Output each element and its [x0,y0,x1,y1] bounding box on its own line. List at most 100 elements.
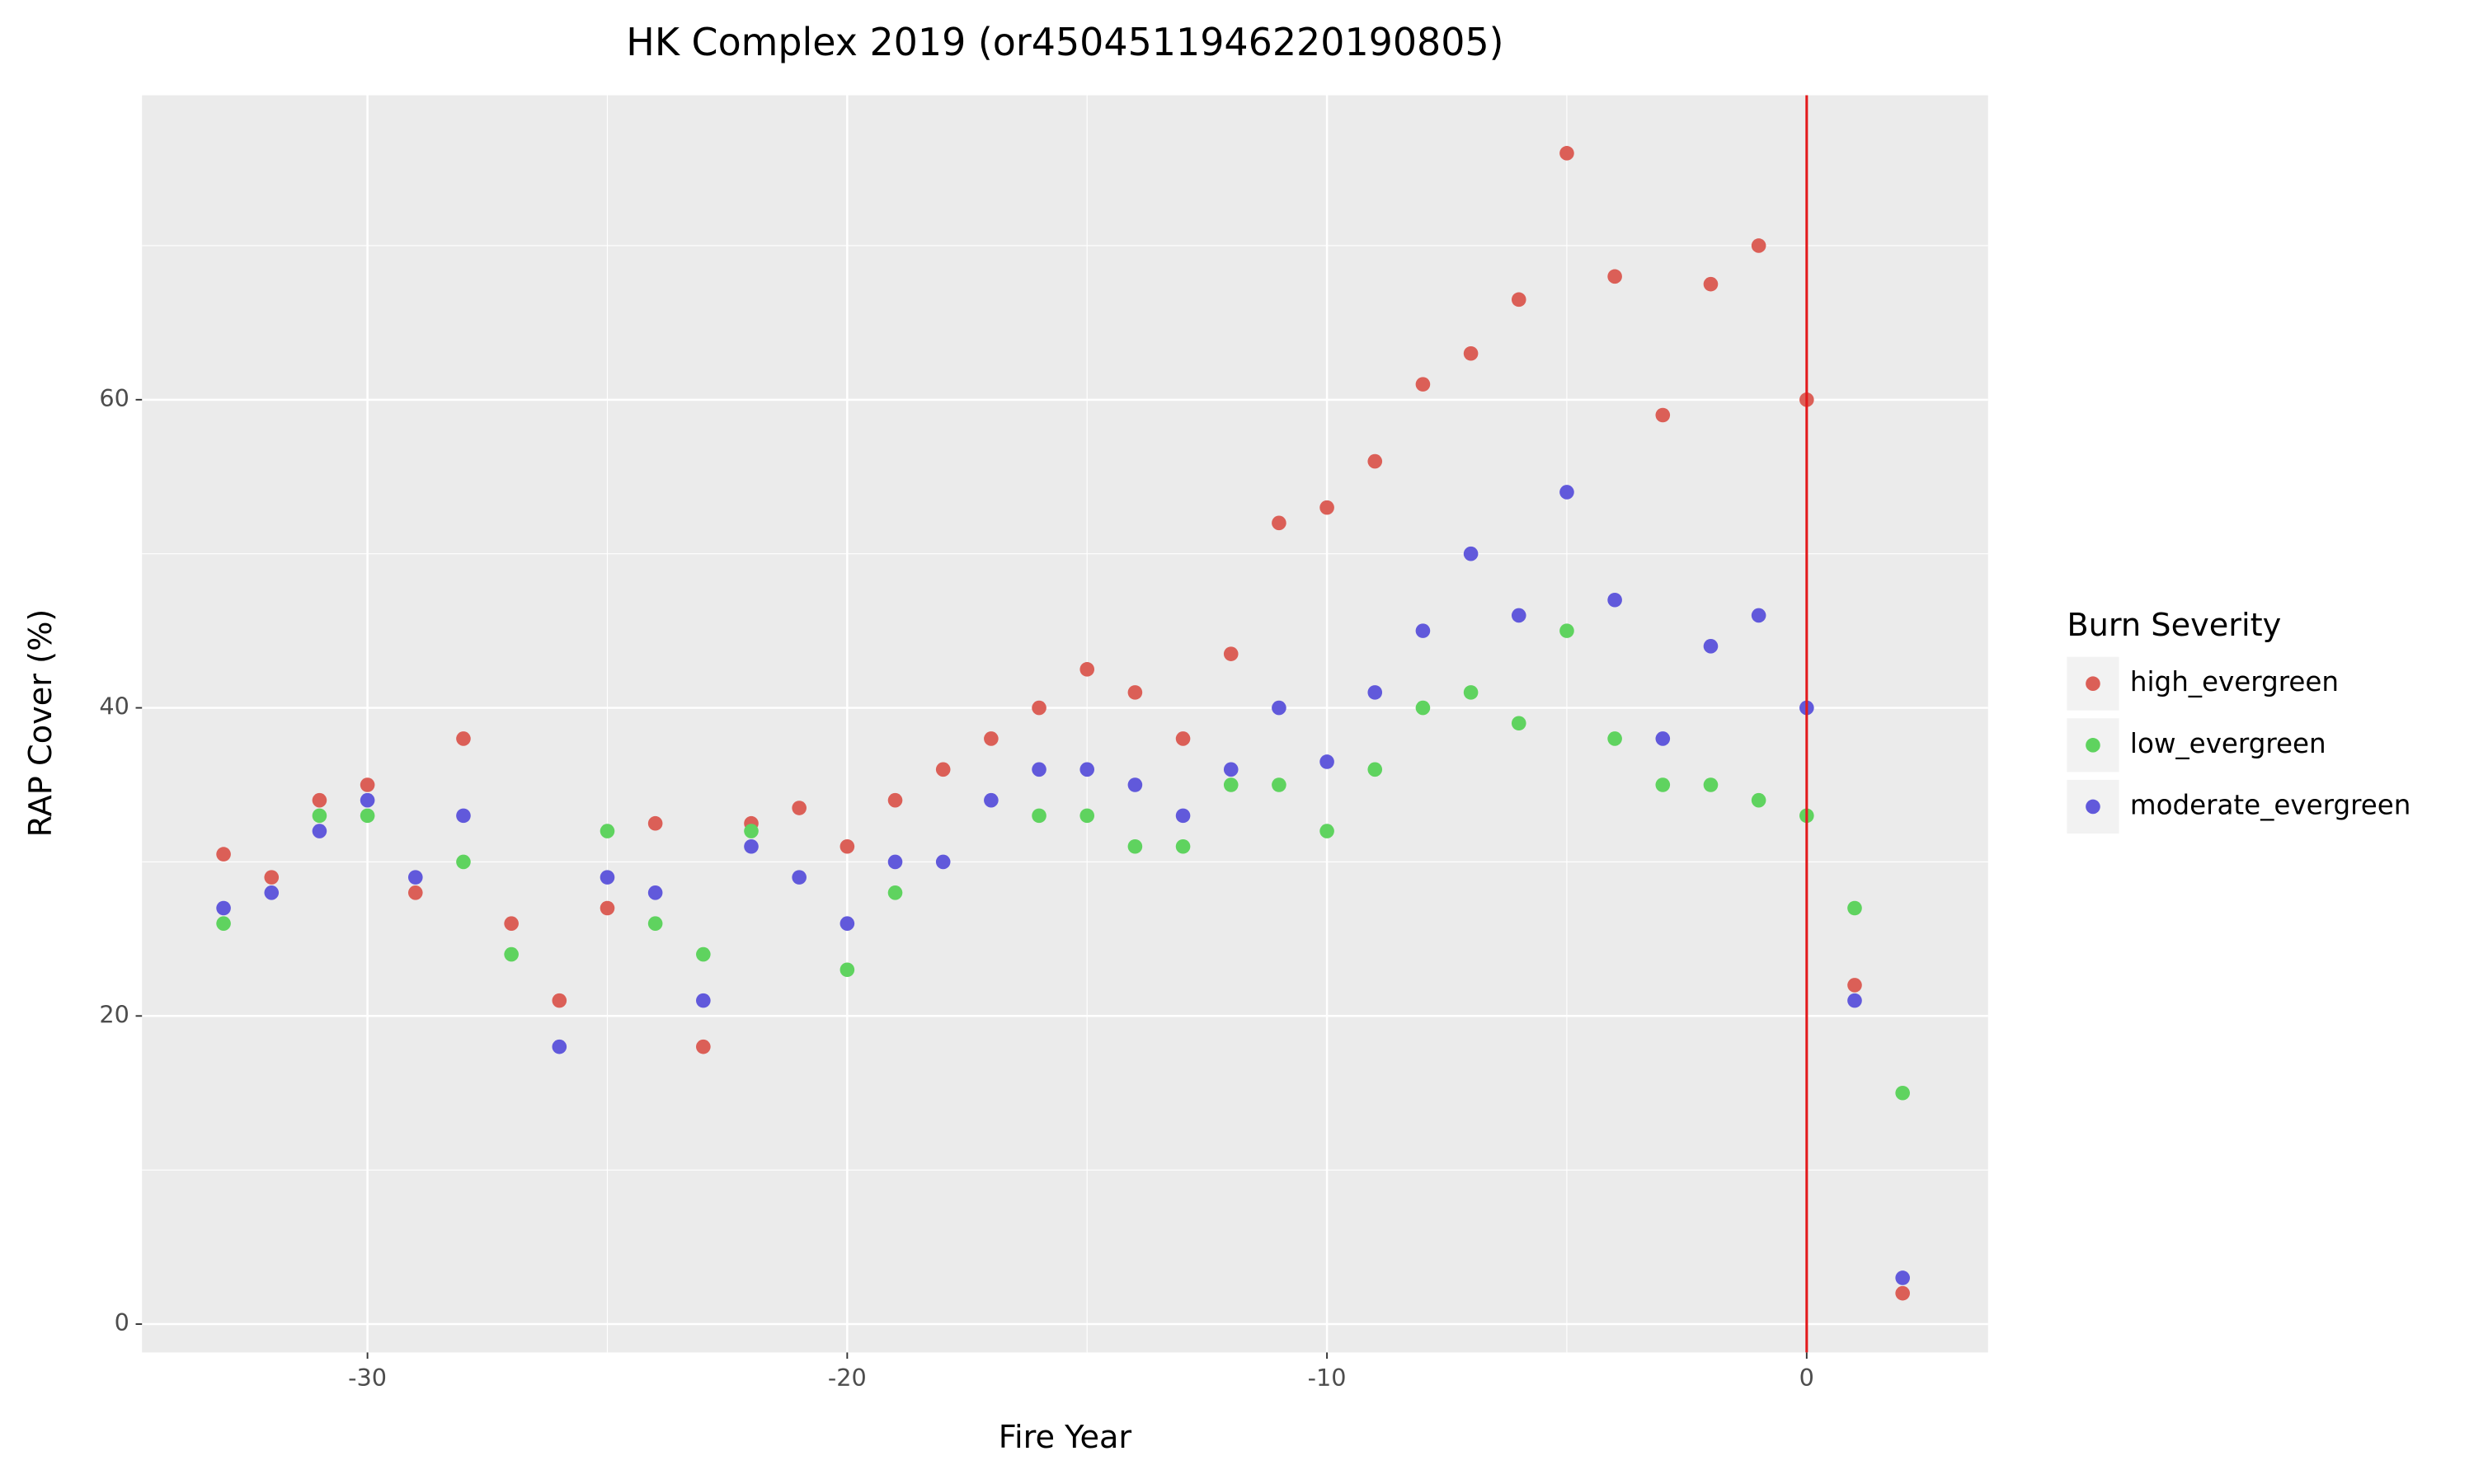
point [792,870,807,885]
point [1511,292,1526,308]
point [1127,777,1143,792]
legend-marker [2086,799,2100,815]
point [1272,777,1286,792]
point [984,731,999,746]
point [1463,546,1479,561]
point [504,946,519,962]
point [1032,700,1047,716]
point [696,1039,711,1054]
point [216,900,231,916]
point [696,946,711,962]
y-tick-label: 0 [115,1308,129,1336]
point [744,824,759,838]
point [1703,639,1719,654]
point [1175,838,1191,854]
point [744,838,759,854]
point [887,854,903,870]
point [407,885,423,900]
point [1079,762,1095,777]
point [1895,1270,1910,1285]
point [1511,608,1526,623]
legend-marker [2086,676,2100,692]
point [456,731,471,746]
point [1607,731,1622,746]
point [456,854,471,870]
point [312,824,327,838]
point [407,870,423,885]
point [1895,1085,1910,1101]
x-axis-label: Fire Year [999,1419,1132,1456]
legend-marker [2086,738,2100,753]
point [840,962,855,978]
point [360,792,375,808]
point [1751,238,1766,253]
point [1751,608,1766,623]
point [1127,838,1143,854]
point [1847,900,1862,916]
point [312,808,327,824]
legend: high_evergreen low_evergreen moderate_ever… [2067,656,2411,834]
point [1272,515,1286,531]
point [1655,777,1671,792]
point [552,993,567,1008]
point [1319,824,1334,838]
point [1559,623,1574,638]
point [1895,1285,1910,1301]
point [216,847,231,862]
point [1511,716,1526,731]
point [1559,146,1574,161]
point [647,916,663,931]
point [312,792,327,808]
point [1703,276,1719,292]
point [935,762,951,777]
point [984,792,999,808]
point [1751,792,1766,808]
point [1223,777,1239,792]
point [552,1039,567,1054]
point [1415,700,1431,716]
point [1319,754,1334,769]
point [1032,808,1047,824]
point [1127,685,1143,700]
point [264,870,280,885]
x-tick-label: -20 [828,1364,867,1392]
point [504,916,519,931]
point [1367,762,1383,777]
legend-label: high_evergreen [2130,666,2339,697]
plot-panel [142,95,1988,1353]
point [696,993,711,1008]
point [1415,623,1431,638]
point [1319,500,1334,515]
point [647,885,663,900]
chart-title: HK Complex 2019 (or4504511946220190805) [626,20,1503,64]
point [1079,662,1095,677]
point [1847,978,1862,993]
point [840,838,855,854]
point [1223,762,1239,777]
point [1703,777,1719,792]
y-axis-label: RAP Cover (%) [22,609,59,838]
point [1272,700,1286,716]
y-tick-label: 20 [99,1000,129,1028]
point [1655,407,1671,423]
point [887,792,903,808]
point [792,801,807,815]
point [600,870,615,885]
y-tick-label: 60 [99,384,129,412]
point [1607,592,1622,608]
point [216,916,231,931]
point [264,885,280,900]
point [1463,685,1479,700]
point [1655,731,1671,746]
point [1463,345,1479,361]
point [1415,377,1431,392]
point [600,900,615,916]
point [935,854,951,870]
point [456,808,471,824]
point [1223,646,1239,661]
point [600,824,615,838]
x-tick-label: 0 [1799,1364,1814,1392]
point [360,777,375,792]
legend-title: Burn Severity [2067,607,2281,644]
